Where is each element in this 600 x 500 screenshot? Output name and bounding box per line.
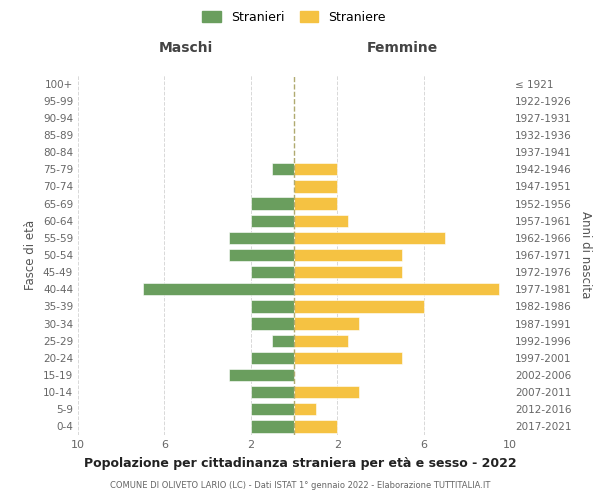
Bar bbox=[251, 198, 294, 209]
Bar bbox=[251, 352, 294, 364]
Bar bbox=[251, 300, 294, 312]
Text: Maschi: Maschi bbox=[159, 41, 213, 55]
Bar bbox=[251, 420, 294, 432]
Bar bbox=[294, 266, 402, 278]
Bar bbox=[294, 232, 445, 244]
Bar bbox=[229, 249, 294, 261]
Bar bbox=[251, 214, 294, 227]
Bar bbox=[251, 318, 294, 330]
Bar bbox=[143, 283, 294, 296]
Text: Popolazione per cittadinanza straniera per età e sesso - 2022: Popolazione per cittadinanza straniera p… bbox=[83, 458, 517, 470]
Bar bbox=[294, 163, 337, 175]
Bar bbox=[229, 232, 294, 244]
Text: Femmine: Femmine bbox=[367, 41, 437, 55]
Bar bbox=[294, 403, 316, 415]
Bar bbox=[294, 318, 359, 330]
Bar bbox=[251, 403, 294, 415]
Bar bbox=[294, 352, 402, 364]
Bar bbox=[294, 198, 337, 209]
Y-axis label: Fasce di età: Fasce di età bbox=[25, 220, 37, 290]
Bar bbox=[294, 420, 337, 432]
Legend: Stranieri, Straniere: Stranieri, Straniere bbox=[197, 6, 391, 28]
Bar bbox=[272, 334, 294, 347]
Bar bbox=[294, 283, 499, 296]
Y-axis label: Anni di nascita: Anni di nascita bbox=[580, 212, 592, 298]
Bar bbox=[251, 386, 294, 398]
Bar bbox=[294, 300, 424, 312]
Bar bbox=[294, 180, 337, 192]
Bar bbox=[294, 386, 359, 398]
Bar bbox=[294, 249, 402, 261]
Bar bbox=[294, 334, 348, 347]
Bar bbox=[272, 163, 294, 175]
Bar bbox=[251, 266, 294, 278]
Text: COMUNE DI OLIVETO LARIO (LC) - Dati ISTAT 1° gennaio 2022 - Elaborazione TUTTITA: COMUNE DI OLIVETO LARIO (LC) - Dati ISTA… bbox=[110, 481, 490, 490]
Bar bbox=[294, 214, 348, 227]
Bar bbox=[229, 369, 294, 381]
